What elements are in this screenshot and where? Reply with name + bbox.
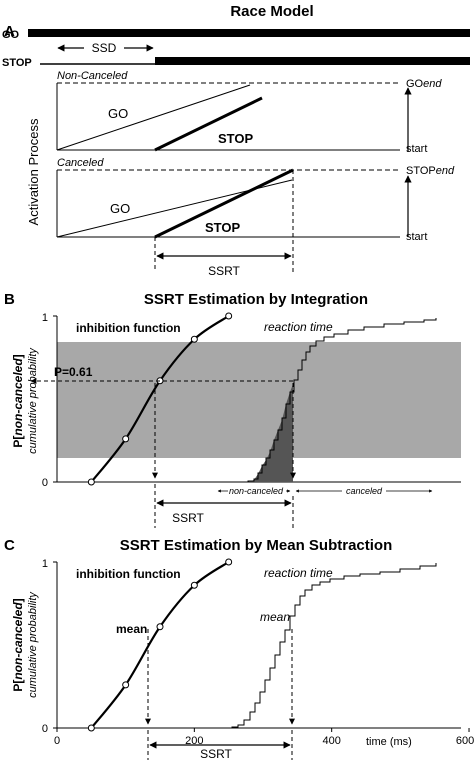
- y-tick-label-0-c: 0: [42, 723, 48, 735]
- x-axis-label-c: time (ms): [366, 736, 412, 748]
- start-label-bottom: start: [406, 231, 427, 243]
- gray-band: [57, 342, 461, 458]
- panel-a: A Race Model GO STOP SSD Activation Proc…: [2, 3, 470, 278]
- non-canceled-shaded-area: [248, 384, 293, 482]
- panel-b-inhibition-point-4: [225, 312, 233, 320]
- go-line-label-top: GO: [108, 106, 128, 121]
- reaction-time-label-c: reaction time: [264, 566, 333, 580]
- go-line-label-bottom: GO: [110, 201, 130, 216]
- canceled-label: Canceled: [57, 157, 104, 169]
- mean-label-left-c: mean: [116, 622, 147, 636]
- go-signal-bar: [28, 29, 470, 37]
- panel-c-inhibition-line: [90, 561, 230, 729]
- ylabel-sub-c: cumulative probability: [27, 591, 39, 698]
- reaction-time-curve-b: [235, 318, 437, 483]
- panel-c: C SSRT Estimation by Mean Subtraction P[…: [4, 537, 474, 760]
- ylabel-main-c: P[non-canceled]: [11, 598, 25, 691]
- stop-line-label-bottom: STOP: [205, 220, 240, 235]
- stop-line-label-top: STOP: [218, 131, 253, 146]
- inhibition-function-label-c: inhibition function: [76, 567, 181, 581]
- inhibition-curve-c: [87, 558, 233, 732]
- stop-signal-bar: [155, 57, 470, 65]
- go-end-label: GOend: [406, 78, 442, 90]
- panel-c-inhibition-point-1: [122, 681, 130, 689]
- non-canceled-label: Non-Canceled: [57, 70, 128, 82]
- panel-a-letter: A: [4, 23, 15, 40]
- ssd-label: SSD: [92, 41, 117, 55]
- panel-c-inhibition-point-0: [87, 724, 95, 732]
- activation-process-ylabel: Activation Process: [26, 118, 41, 225]
- panel-c-title: SSRT Estimation by Mean Subtraction: [120, 537, 393, 554]
- panel-b-inhibition-point-1: [122, 435, 130, 443]
- panel-b-title: SSRT Estimation by Integration: [144, 291, 368, 308]
- inhibition-function-label-b: inhibition function: [76, 321, 181, 335]
- panel-b-inhibition-point-0: [87, 478, 95, 486]
- stop-process-line-bottom: [154, 168, 294, 239]
- canceled-range-label: canceled: [346, 486, 383, 496]
- panel-c-inhibition-point-3: [190, 581, 198, 589]
- ylabel-main-b: P[non-canceled]: [11, 354, 25, 447]
- stop-process-line-top: [154, 96, 263, 152]
- panel-c-letter: C: [4, 537, 15, 554]
- panel-c-inhibition-point-2: [156, 623, 164, 631]
- start-label-top: start: [406, 143, 427, 155]
- mean-label-right-c: mean: [260, 610, 290, 624]
- stop-signal-label: STOP: [2, 57, 32, 69]
- x-tick-label-600: 600: [456, 735, 474, 747]
- y-tick-label-1-b: 1: [42, 312, 48, 324]
- go-signal-label: GO: [2, 29, 20, 41]
- p-value-label: P=0.61: [54, 365, 93, 379]
- reaction-time-label-b: reaction time: [264, 320, 333, 334]
- ssrt-label-c: SSRT: [200, 747, 232, 760]
- panel-b-letter: B: [4, 291, 15, 308]
- ssrt-label-a: SSRT: [208, 264, 240, 278]
- panel-a-title: Race Model: [230, 3, 313, 20]
- panel-c-inhibition-point-4: [225, 558, 233, 566]
- stop-end-label: STOPend: [406, 165, 455, 177]
- panel-b: B SSRT Estimation by Integration P[non-c…: [4, 291, 461, 528]
- x-tick-label-0: 0: [54, 735, 60, 747]
- ylabel-sub-b: cumulative probability: [27, 347, 39, 454]
- panel-b-inhibition-point-3: [190, 335, 198, 343]
- reaction-time-curve-c: [220, 563, 437, 729]
- x-tick-label-400: 400: [323, 735, 341, 747]
- y-tick-label-1-c: 1: [42, 558, 48, 570]
- y-tick-label-0-b: 0: [42, 477, 48, 489]
- go-process-line-top: [56, 84, 251, 151]
- non-canceled-range-label: non-canceled: [229, 486, 284, 496]
- ssrt-label-b: SSRT: [172, 511, 204, 525]
